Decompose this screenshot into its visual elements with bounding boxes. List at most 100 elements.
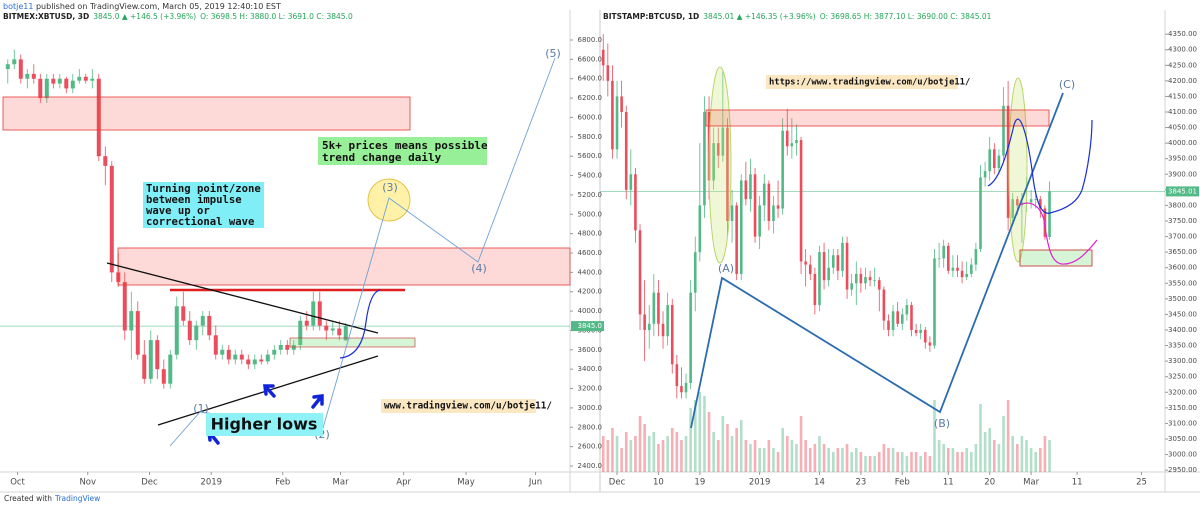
candle-body [960,270,964,278]
candle-body [841,242,844,271]
volume-bar [910,452,913,472]
y-tick-label: 3400.0 [578,365,603,373]
legend: BITMEX:XBTUSD, 3D 3845.0 ▲ +146.5 (+3.96%… [3,12,353,21]
y-tick-label: 3350.00 [1168,342,1197,350]
y-tick-label: 4050.00 [1168,124,1197,132]
volume-bar [680,440,683,472]
volume-bar [956,452,959,472]
volume-bar [611,428,614,472]
volume-bar [735,428,738,472]
y-tick-label: 4800.0 [578,230,603,238]
volume-bar [781,428,784,472]
candle-body [233,354,238,360]
volume-bar [758,448,761,472]
brand[interactable]: TradingView [54,494,100,503]
candle-body [122,282,127,331]
y-tick-label: 6000.0 [578,113,603,121]
author[interactable]: botje11 [3,2,33,11]
candle-body [18,59,23,79]
candle-body [643,314,646,330]
candle-body [693,252,697,293]
link-text[interactable]: https://www.tradingview.com/u/botje11/ [769,77,970,88]
y-tick-label: 4200.00 [1168,77,1197,85]
volume-bar [836,448,840,472]
volume-bar [661,440,665,472]
resistance-zone [705,109,1050,127]
volume-bar [993,440,996,472]
link-text[interactable]: www.tradingview.com/u/botje11/ [384,401,552,412]
y-tick-label: 3000.00 [1168,451,1197,459]
candle-body [200,315,205,326]
candle-body [735,205,738,274]
volume-bar [716,440,720,472]
candle-body [969,264,973,274]
link-box [766,75,958,89]
candle-body [868,277,872,281]
symbol: BITMEX:XBTUSD, 3D [3,12,89,21]
volume-bar [1043,436,1047,472]
volume-bar [813,444,817,472]
volume-bar [698,392,702,472]
volume-bar [1025,440,1028,472]
volume-bar [652,432,656,472]
note-text: Higher lows [211,415,318,434]
volume-bar [1011,436,1015,472]
axes: 2400.0 2600.0 2800.0 3000.0 3200.0 3400.0 3600… [10,30,1199,488]
volume-bar [859,452,863,472]
volume-bar [831,452,835,472]
candle-body [620,96,623,112]
volume-bar [1029,448,1033,472]
y-tick-label: 6200.0 [578,94,603,102]
candle-body [910,305,913,330]
volume-bar [877,452,881,472]
candle-body [716,143,720,156]
y-tick-label: 6800.0 [578,36,603,44]
candle-body [96,78,101,157]
candle-body [220,349,225,355]
x-tick-label: Mar [1023,478,1040,488]
candle-body [239,354,244,360]
wave-label: (B) [934,417,950,430]
y-tick-label: 3800.00 [1168,201,1197,209]
candle-body [265,354,270,362]
candle-body [979,177,982,250]
x-tick-label: Apr [396,478,411,488]
volume-bar [1048,440,1051,472]
candle-body [781,130,784,209]
y-tick-label: 3550.00 [1168,279,1197,287]
candle-body [850,283,853,290]
volume-bar [615,436,619,472]
volume-bar [988,428,992,472]
volume-bar [703,396,706,472]
candle-body [882,289,886,321]
y-tick-label: 3900.00 [1168,170,1197,178]
volume-bar [638,416,642,472]
candle-body [795,140,798,144]
y-tick-label: 6600.0 [578,55,603,63]
candle-body [324,325,329,331]
candle-body [31,73,36,79]
volume-bar [767,440,771,472]
y-tick-label: 3050.00 [1168,435,1197,443]
wave-label: (C) [1059,78,1075,91]
candle-body [951,267,955,271]
volume-bar [942,444,945,472]
x-tick-label: 14 [814,478,825,488]
candle-body [90,78,95,81]
volume-bar [689,408,692,472]
left-plot [0,49,570,389]
y-tick-label: 5400.0 [578,172,603,180]
volume-bar [666,436,669,472]
candle-body [611,80,614,150]
volume-bar [808,448,812,472]
candle-body [877,280,881,290]
candle-body [615,96,619,150]
y-tick-label: 3600.00 [1168,264,1197,272]
volume-bar [693,400,697,472]
x-tick-label: 23 [855,478,866,488]
x-tick-label: 11 [1072,478,1083,488]
candle-body [278,344,283,350]
candle-body [272,349,277,355]
arrow [311,394,324,409]
